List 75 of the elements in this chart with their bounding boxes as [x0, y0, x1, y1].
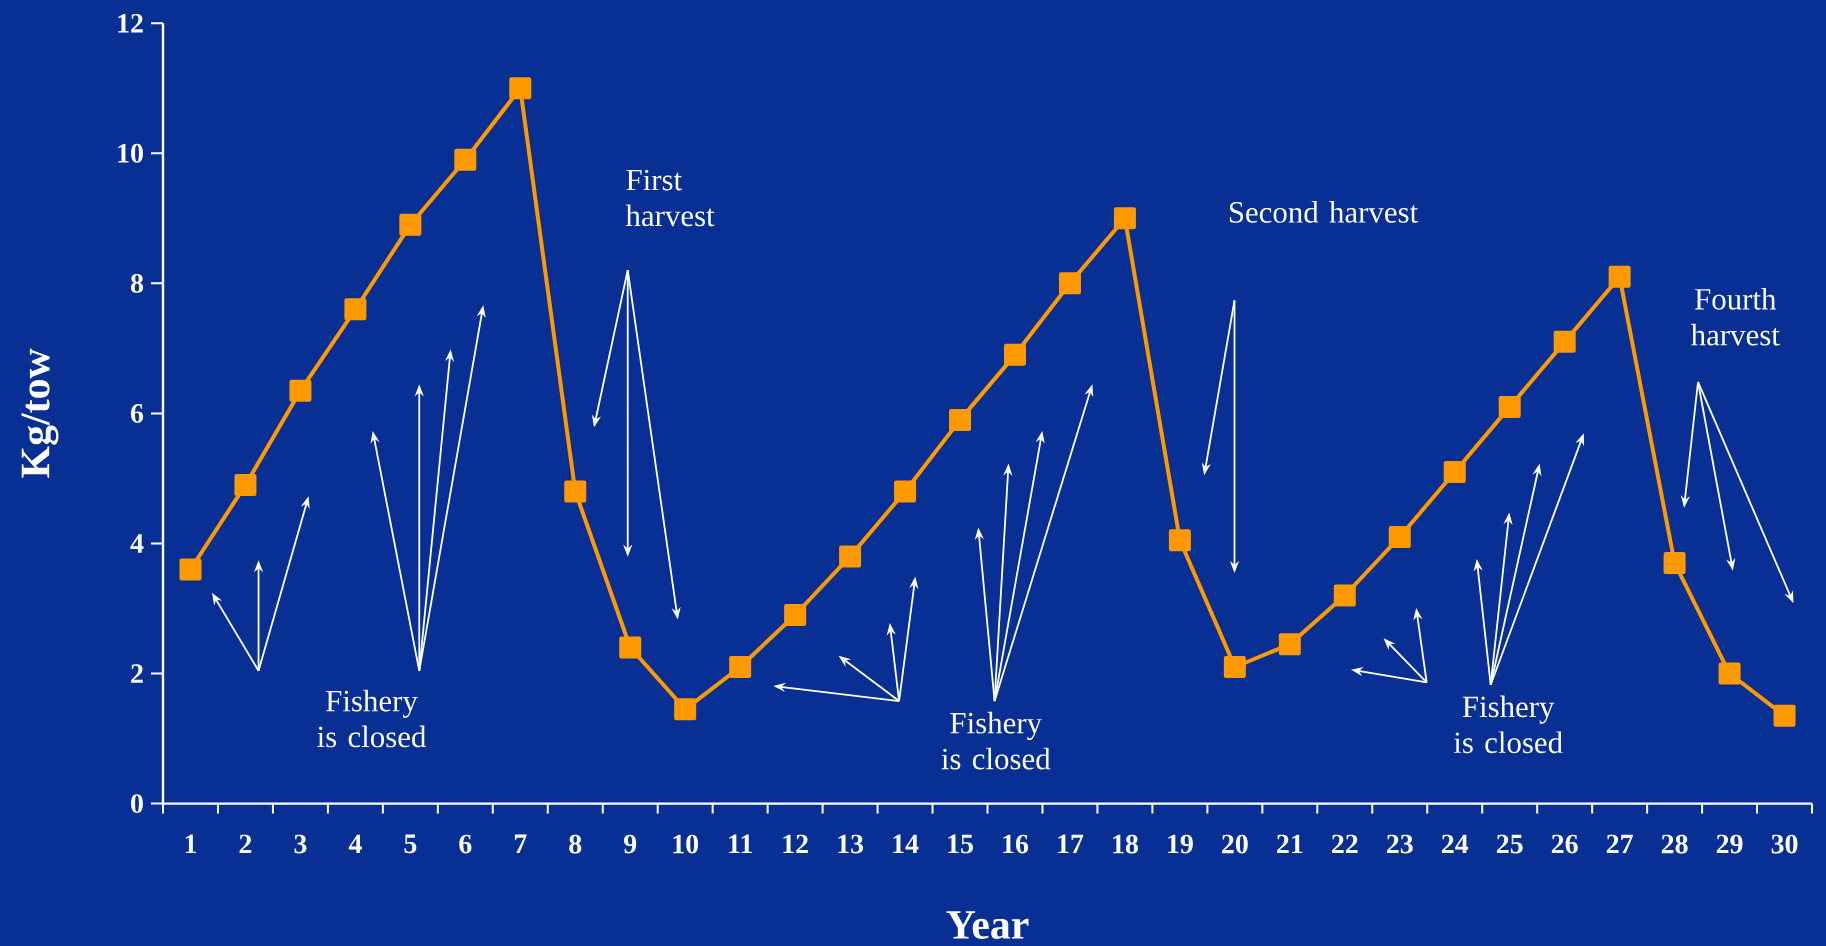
x-tick-label: 25: [1496, 834, 1523, 854]
y-tick-label: 4: [130, 534, 144, 553]
x-tick-label: 1: [185, 834, 197, 854]
point: [1113, 207, 1136, 230]
x-tick-label: 28: [1661, 834, 1688, 854]
point: [674, 698, 697, 721]
annotation: Fishery is closed: [941, 711, 1051, 770]
annotation: Fourth harvest: [1691, 287, 1780, 346]
point: [1168, 529, 1191, 552]
point: [1223, 656, 1246, 679]
x-tick-label: 18: [1113, 834, 1138, 854]
point: [289, 379, 312, 402]
y-tick-label: 6: [130, 404, 144, 423]
point: [1773, 704, 1796, 727]
x-tick-label: 30: [1771, 834, 1798, 854]
point: [894, 480, 917, 503]
x-tick-label: 11: [729, 834, 752, 854]
x-tick-label: 3: [294, 834, 307, 854]
x-axis-title: Year: [946, 911, 1029, 939]
x-tick-label: 15: [948, 834, 973, 854]
point: [564, 480, 587, 503]
x-tick-label: 22: [1332, 834, 1358, 854]
x-tick-label: 5: [404, 834, 417, 854]
point: [1443, 460, 1466, 483]
x-tick-label: 9: [624, 834, 637, 854]
point: [1498, 395, 1521, 418]
point: [784, 604, 807, 626]
point: [1663, 551, 1686, 574]
x-tick-label: 21: [1277, 834, 1303, 854]
x-tick-label: 13: [838, 834, 864, 854]
point: [729, 656, 752, 679]
y-axis-title: Kg/tow: [21, 348, 59, 478]
x-tick-label: 2: [239, 834, 252, 854]
point: [619, 636, 642, 659]
x-tick-label: 26: [1551, 834, 1578, 854]
x-tick-label: 24: [1441, 834, 1469, 854]
x-tick-label: 16: [1003, 834, 1029, 854]
y-tick-label: 10: [118, 143, 143, 163]
point: [1388, 525, 1411, 548]
point: [1278, 633, 1301, 656]
x-tick-label: 12: [783, 834, 808, 854]
y-tick-label: 2: [131, 664, 143, 683]
y-tick-label: 0: [131, 794, 143, 814]
point: [839, 545, 862, 568]
x-tick-label: 6: [459, 834, 472, 854]
x-tick-label: 7: [514, 834, 527, 853]
y-tick-label: 12: [118, 13, 143, 33]
annotation: Second harvest: [1229, 201, 1419, 223]
x-tick-label: 10: [673, 834, 699, 854]
annotation: First harvest: [625, 169, 715, 227]
point: [179, 558, 202, 581]
annotation: Fishery is closed: [1453, 695, 1563, 754]
point: [399, 213, 422, 236]
point: [344, 298, 367, 321]
x-tick-label: 23: [1386, 834, 1413, 854]
point: [1553, 330, 1576, 353]
point: [1608, 265, 1631, 288]
x-tick-label: 29: [1716, 834, 1743, 854]
point: [1333, 584, 1356, 607]
annotation: Fishery is closed: [317, 689, 427, 748]
point: [509, 77, 532, 100]
x-tick-label: 17: [1058, 834, 1084, 854]
point: [454, 148, 477, 171]
point: [234, 473, 257, 496]
point: [1718, 662, 1741, 685]
x-tick-label: 20: [1222, 834, 1248, 854]
point: [1003, 343, 1026, 366]
x-tick-label: 4: [348, 834, 362, 853]
point: [949, 408, 972, 431]
x-tick-label: 27: [1606, 834, 1633, 854]
x-tick-label: 8: [569, 834, 582, 854]
point: [1058, 272, 1081, 295]
x-tick-label: 14: [893, 834, 919, 854]
x-tick-label: 19: [1168, 834, 1193, 854]
y-tick-label: 8: [130, 273, 144, 293]
